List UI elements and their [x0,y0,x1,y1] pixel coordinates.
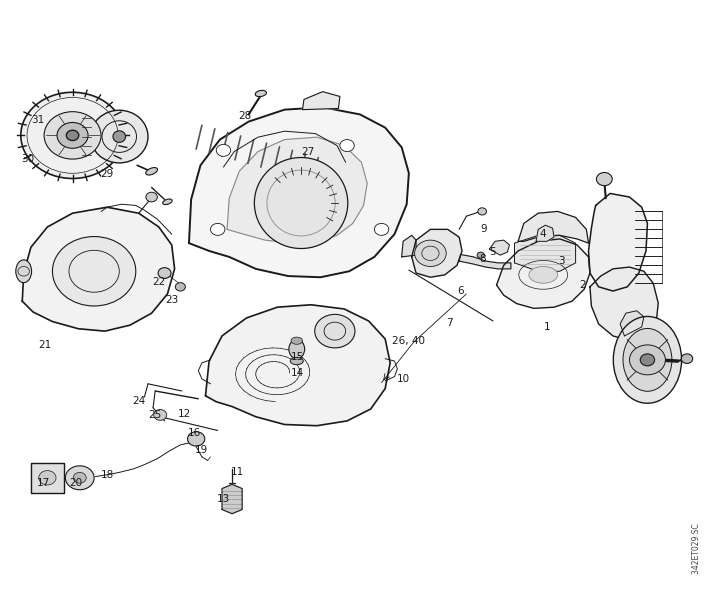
Text: 19: 19 [195,445,209,455]
Text: 14: 14 [291,368,304,378]
Circle shape [73,472,86,483]
Circle shape [57,122,88,148]
Polygon shape [490,240,510,255]
Circle shape [66,130,78,140]
Circle shape [187,431,204,446]
Polygon shape [620,311,644,336]
Circle shape [340,140,354,152]
Text: 22: 22 [152,277,166,287]
Circle shape [158,268,171,278]
Text: 29: 29 [100,169,114,179]
Polygon shape [189,107,409,277]
Circle shape [210,223,225,235]
Text: 16: 16 [188,428,202,438]
Text: 3: 3 [558,256,564,266]
Ellipse shape [289,340,305,359]
Polygon shape [302,92,340,110]
Polygon shape [402,235,416,257]
Text: 27: 27 [302,146,315,157]
Ellipse shape [16,260,32,283]
Text: 24: 24 [132,395,145,406]
Text: 30: 30 [22,154,35,164]
Circle shape [315,314,355,348]
Text: 5: 5 [490,247,496,257]
Circle shape [146,192,158,202]
Text: 342ET029 SC: 342ET029 SC [692,523,701,574]
Text: 12: 12 [177,409,191,419]
Ellipse shape [613,316,682,403]
Text: 31: 31 [32,115,45,125]
Polygon shape [412,229,462,277]
Polygon shape [459,254,511,269]
Polygon shape [515,235,575,271]
Circle shape [154,410,167,421]
Polygon shape [497,239,590,308]
Polygon shape [31,463,64,493]
Text: 25: 25 [148,410,161,420]
Ellipse shape [254,158,348,248]
Text: 9: 9 [480,224,487,235]
Ellipse shape [255,91,266,97]
Text: 15: 15 [291,352,304,362]
Ellipse shape [163,199,172,205]
Text: 1: 1 [544,322,550,332]
Polygon shape [205,305,390,426]
Polygon shape [22,207,174,331]
Circle shape [640,354,654,366]
Text: 7: 7 [446,318,453,328]
Circle shape [53,236,136,306]
Polygon shape [590,267,658,341]
Polygon shape [518,211,588,243]
Text: 4: 4 [540,229,546,239]
Polygon shape [536,225,554,241]
Circle shape [216,145,230,157]
Circle shape [415,240,446,266]
Circle shape [681,354,693,364]
Circle shape [374,223,389,235]
Circle shape [66,466,94,490]
Ellipse shape [291,337,302,344]
Ellipse shape [623,328,672,391]
Text: 28: 28 [238,110,252,121]
Polygon shape [588,193,647,291]
Text: 8: 8 [479,254,485,264]
Circle shape [478,208,487,215]
Ellipse shape [529,266,557,283]
Ellipse shape [91,110,148,163]
Circle shape [21,92,125,178]
Text: 23: 23 [165,295,179,305]
Text: 20: 20 [69,478,82,488]
Circle shape [175,283,185,291]
Text: 2: 2 [580,280,586,290]
Circle shape [39,470,56,485]
Circle shape [477,252,485,258]
Polygon shape [227,137,367,243]
Ellipse shape [145,167,158,175]
Ellipse shape [113,131,125,142]
Polygon shape [222,484,242,514]
Text: 26, 40: 26, 40 [392,336,425,346]
Text: 10: 10 [397,374,410,384]
Text: 21: 21 [39,340,52,350]
Circle shape [629,345,665,375]
Circle shape [44,112,101,159]
Text: 17: 17 [37,478,50,488]
Text: 6: 6 [457,286,464,296]
Text: 11: 11 [231,467,245,477]
Circle shape [596,172,612,185]
Text: 13: 13 [217,494,230,504]
Ellipse shape [290,358,303,365]
Text: 18: 18 [100,470,114,480]
